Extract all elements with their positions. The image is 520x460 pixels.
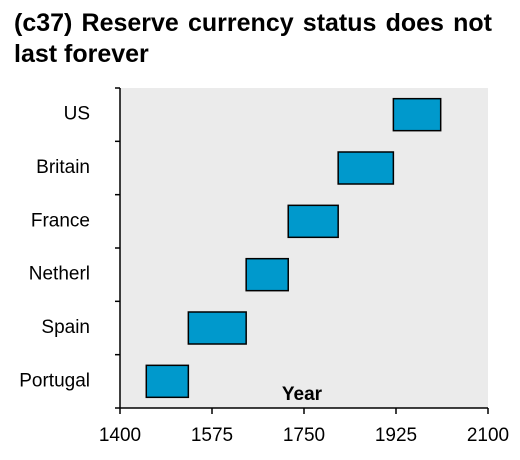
y-tick-label: Portugal — [19, 370, 90, 391]
bar — [187, 311, 247, 345]
x-axis-label: Year — [282, 384, 323, 405]
y-tick-label: France — [31, 210, 90, 231]
bar — [287, 204, 339, 239]
y-tick-label: US — [64, 104, 90, 125]
plot-area — [120, 88, 488, 408]
x-tick-label: 1925 — [375, 425, 417, 446]
bar — [392, 97, 442, 132]
y-tick-label: Netherl — [29, 264, 90, 285]
x-tick-label: 1750 — [283, 425, 325, 446]
bar — [337, 151, 395, 185]
x-tick-label: 2100 — [467, 425, 509, 446]
bar — [145, 364, 190, 399]
y-tick-label: Britain — [36, 157, 90, 178]
bar — [245, 257, 289, 292]
x-tick-label: 1400 — [99, 425, 141, 446]
x-tick-label: 1575 — [191, 425, 233, 446]
y-tick-label: Spain — [41, 317, 90, 338]
chart-title: (c37) Reserve currency status does not l… — [14, 9, 492, 68]
